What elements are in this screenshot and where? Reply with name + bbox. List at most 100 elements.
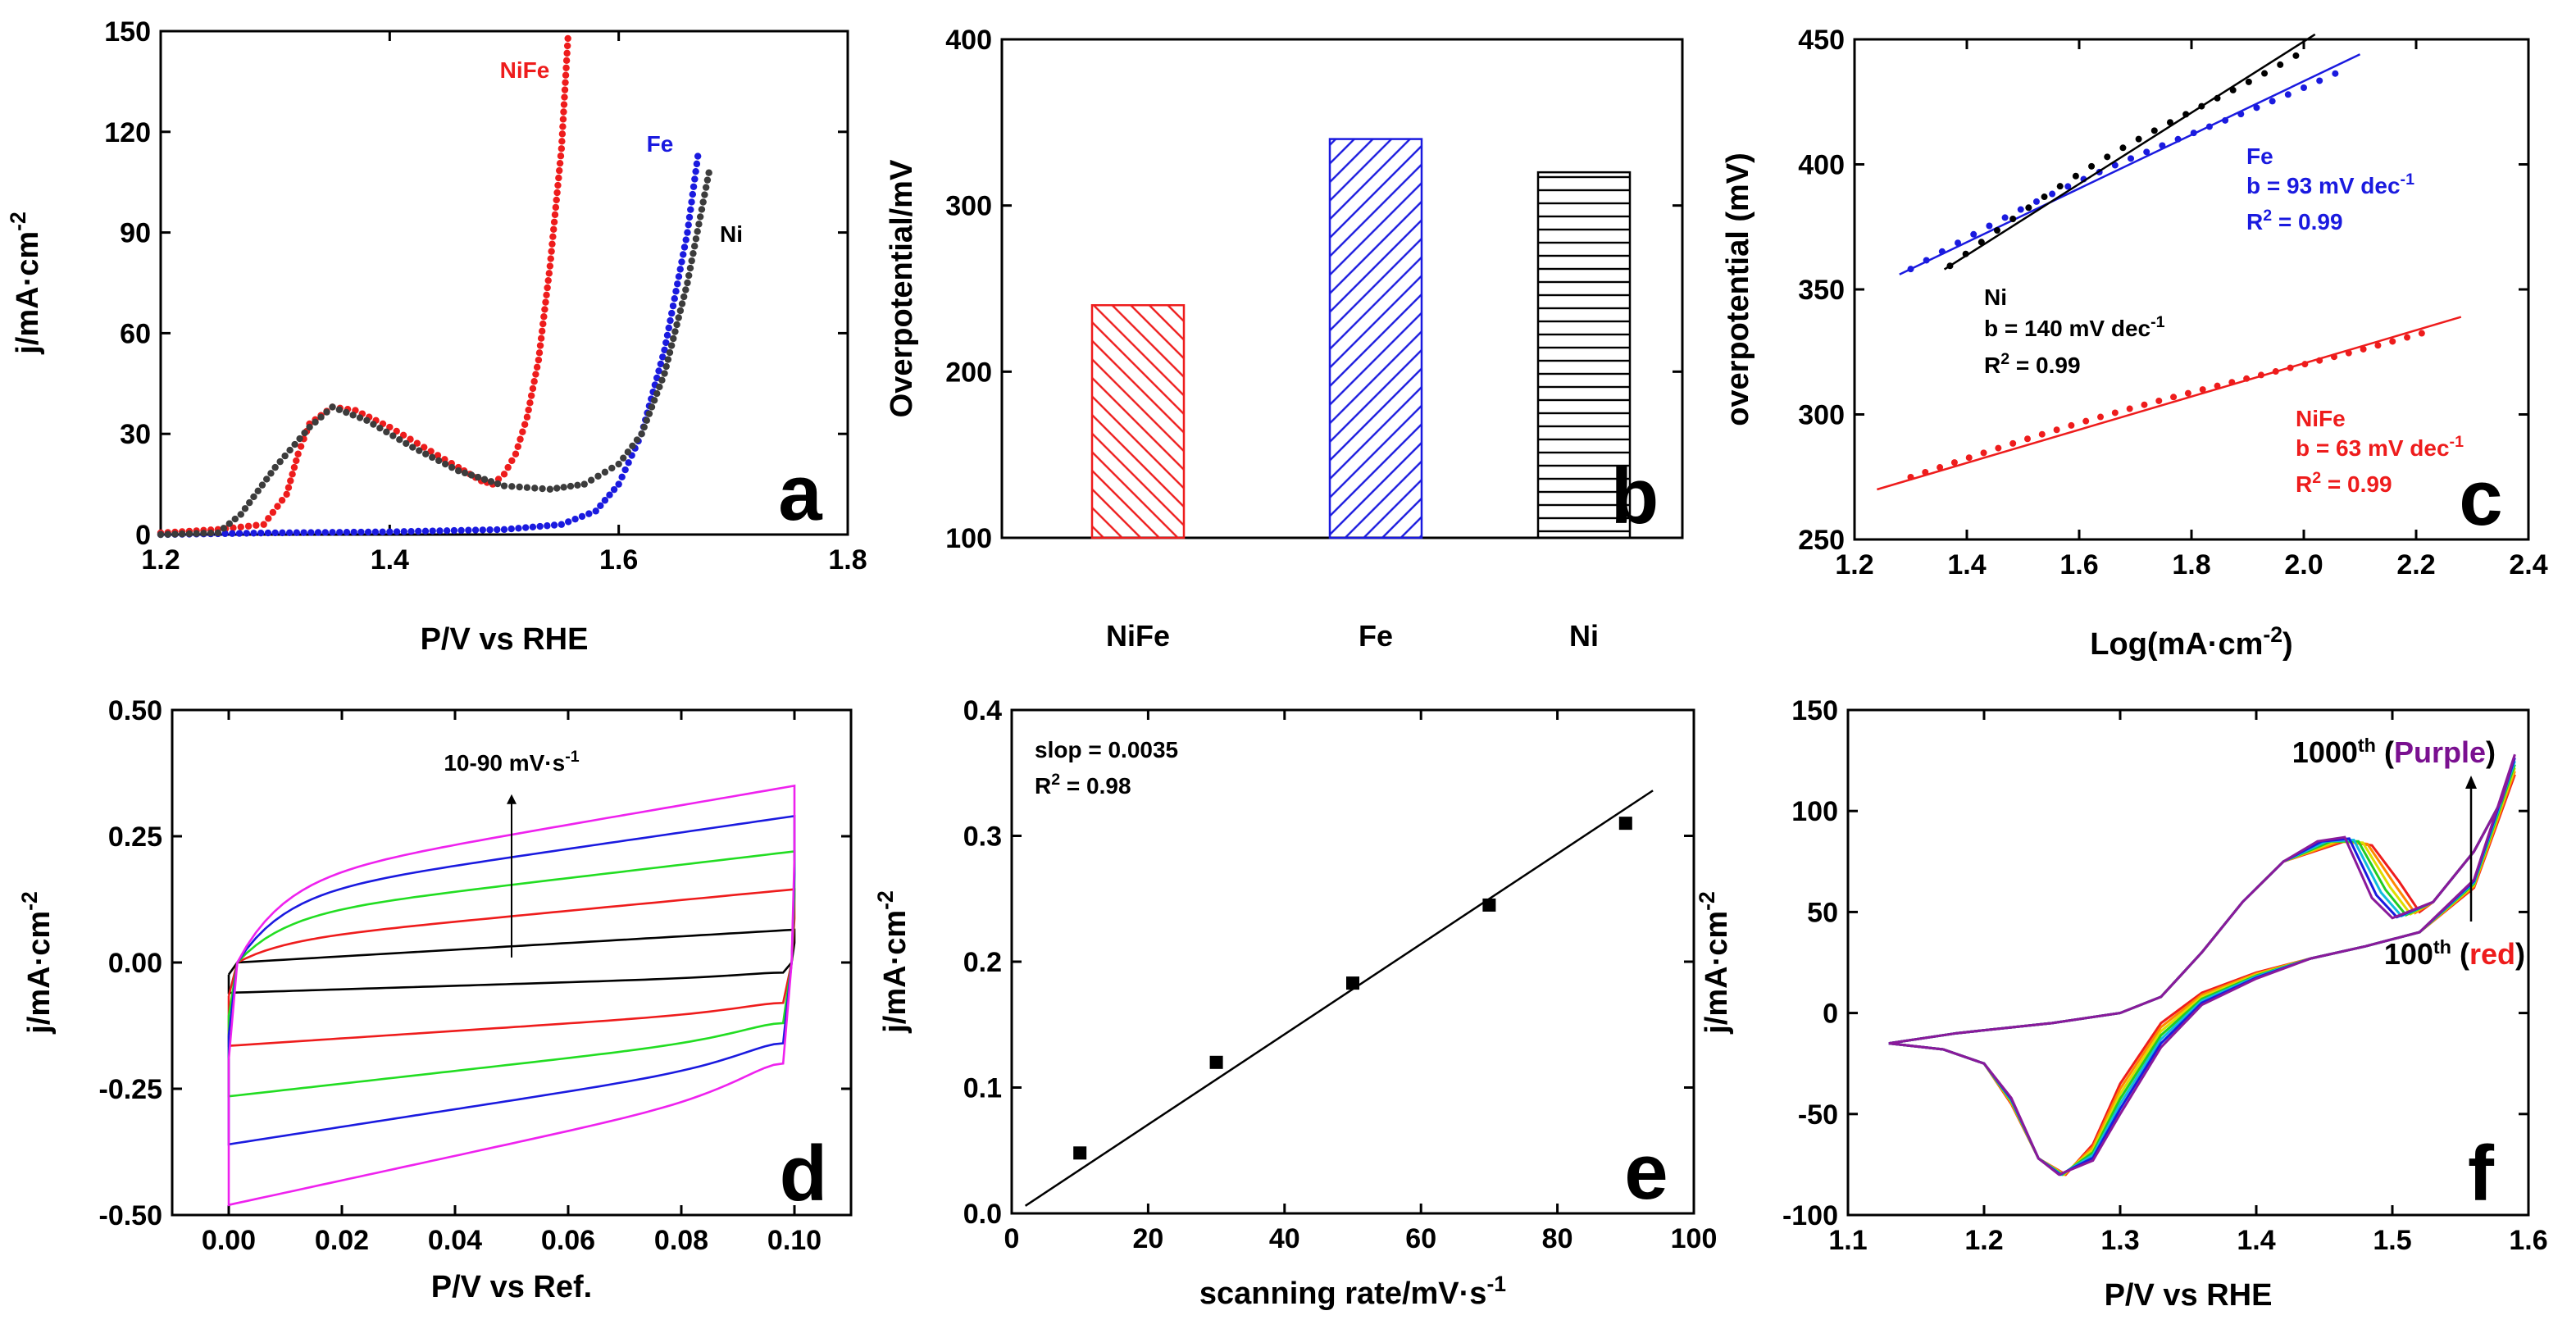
data-point xyxy=(241,505,249,512)
y-tick-label: -100 xyxy=(1782,1200,1838,1231)
x-tick-label: 1.2 xyxy=(1835,549,1873,580)
data-point xyxy=(399,431,407,439)
data-point xyxy=(608,464,616,472)
data-point xyxy=(615,460,622,468)
y-tick-label: 150 xyxy=(1791,695,1838,726)
data-point xyxy=(383,428,390,436)
data-point xyxy=(661,370,668,377)
cycle-curve-7 xyxy=(1888,753,2516,1176)
data-point xyxy=(661,346,668,354)
y-tick-label: 0 xyxy=(135,520,151,551)
bar-Fe xyxy=(1328,138,1423,539)
data-point xyxy=(571,515,579,523)
data-point xyxy=(670,334,677,343)
x-axis-label: P/V vs Ref. xyxy=(431,1270,592,1304)
data-point xyxy=(685,213,694,221)
data-point xyxy=(685,271,693,280)
x-tick-label: 60 xyxy=(1405,1223,1436,1254)
data-point xyxy=(664,356,672,363)
data-point xyxy=(479,526,487,534)
data-point xyxy=(396,436,403,444)
scan-rate-annotation: 10-90 mV·s-1 xyxy=(444,748,579,776)
axes-e: 0 20 40 60 80 100 0.0 0.1 0.2 0.3 0.4 scanning rate… xyxy=(873,695,1717,1311)
y-tick-label: -0.50 xyxy=(99,1200,163,1231)
data-point xyxy=(415,527,422,535)
data-point xyxy=(329,529,336,536)
data-point xyxy=(625,459,632,466)
data-point xyxy=(676,307,685,315)
data-point xyxy=(550,218,558,226)
data-point xyxy=(560,108,567,116)
data-point xyxy=(2253,104,2260,112)
data-point xyxy=(544,284,551,292)
data-point xyxy=(265,515,272,522)
data-point xyxy=(317,413,325,421)
data-point xyxy=(389,432,397,439)
data-point xyxy=(2199,386,2206,394)
data-point xyxy=(291,440,298,448)
arrow-head xyxy=(2465,776,2477,789)
cycle-curve-3 xyxy=(1888,767,2516,1176)
data-point xyxy=(695,221,703,228)
data-point xyxy=(200,530,207,537)
fit-name: NiFe xyxy=(2296,406,2346,431)
data-point xyxy=(508,457,516,465)
data-point xyxy=(403,439,410,448)
data-point xyxy=(643,416,651,425)
data-point xyxy=(2097,413,2105,421)
data-point xyxy=(193,530,200,537)
data-point xyxy=(561,86,569,93)
data-point xyxy=(264,529,272,537)
data-point xyxy=(297,443,305,450)
data-point xyxy=(386,528,394,535)
data-point xyxy=(688,257,695,265)
panel-letter: c xyxy=(2459,454,2502,542)
x-tick-label: 0.10 xyxy=(767,1225,821,1256)
data-point xyxy=(350,528,357,536)
data-point xyxy=(516,483,523,491)
data-point xyxy=(541,306,548,313)
data-point xyxy=(548,240,556,248)
y-tick-label: 60 xyxy=(120,318,151,349)
data-point xyxy=(676,266,684,273)
fit-slope: b = 63 mV dec-1 xyxy=(2296,433,2464,461)
data-point xyxy=(283,490,290,498)
y-tick-label: 0.0 xyxy=(963,1199,1002,1230)
data-point xyxy=(2245,78,2252,85)
data-point xyxy=(2009,215,2017,222)
data-point xyxy=(562,79,569,86)
data-point xyxy=(684,229,691,236)
data-point xyxy=(2135,135,2142,143)
data-point xyxy=(343,408,350,416)
data-point xyxy=(2056,183,2064,190)
data-point xyxy=(667,342,676,349)
data-point xyxy=(185,530,193,538)
y-tick-label: 0.00 xyxy=(108,948,162,979)
data-point xyxy=(548,248,555,255)
y-tick-label: -50 xyxy=(1798,1099,1838,1131)
data-point xyxy=(535,349,544,357)
data-point xyxy=(678,300,686,307)
data-point xyxy=(536,342,544,349)
data-point xyxy=(648,403,656,411)
data-point xyxy=(621,466,629,474)
data-point xyxy=(682,286,690,294)
data-point xyxy=(267,470,275,477)
data-point xyxy=(618,473,626,481)
data-point xyxy=(2360,345,2367,353)
data-point xyxy=(657,360,665,368)
data-point xyxy=(1073,1146,1087,1160)
fit-name: Ni xyxy=(1984,284,2007,310)
data-point xyxy=(467,471,476,479)
bar-Ni xyxy=(1536,171,1632,539)
y-axis-label: j/mA·cm-2 xyxy=(1695,891,1734,1035)
data-point xyxy=(680,293,688,301)
data-point xyxy=(2389,338,2396,345)
axes-c: 1.2 1.4 1.6 1.8 2.0 2.2 2.4 250 300 350 400 450 Log(… xyxy=(1721,25,2548,662)
data-point xyxy=(633,436,641,444)
fit-r2: R2 = 0.99 xyxy=(1984,350,2081,378)
data-point xyxy=(312,418,319,426)
category-label: NiFe xyxy=(1106,619,1170,653)
data-point xyxy=(680,251,687,258)
